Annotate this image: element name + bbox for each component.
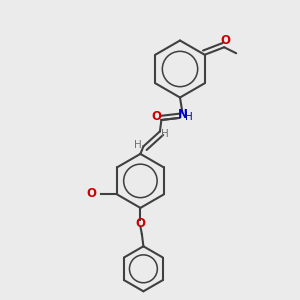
Text: H: H [185,112,193,122]
Text: H: H [134,140,142,150]
Text: O: O [151,110,161,124]
Text: H: H [161,129,169,140]
Text: N: N [178,108,188,122]
Text: O: O [135,217,146,230]
Text: O: O [221,34,231,47]
Text: O: O [86,187,97,200]
